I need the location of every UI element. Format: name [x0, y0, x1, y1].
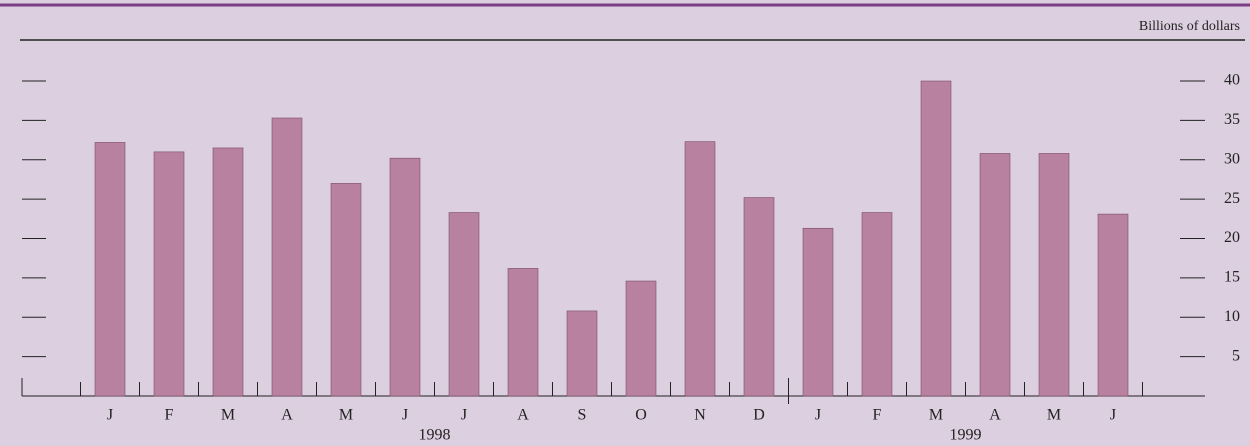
x-tick-label: M [1047, 407, 1061, 424]
x-tick-label: M [339, 407, 353, 424]
y-tick-label: 5 [1232, 347, 1240, 364]
x-tick-label: F [873, 407, 882, 424]
x-tick-label: O [635, 407, 647, 424]
bar [743, 197, 775, 397]
x-tick-label: J [402, 407, 408, 424]
bar [271, 117, 303, 397]
x-tick-label: J [815, 407, 821, 424]
x-tick-label: D [753, 407, 765, 424]
bar [684, 141, 716, 397]
bar [212, 147, 244, 397]
bar [330, 183, 362, 397]
bar [1097, 213, 1129, 397]
unit-label: Billions of dollars [1139, 19, 1240, 34]
x-tick-label: M [929, 407, 943, 424]
bar [507, 268, 539, 397]
bar [979, 153, 1011, 397]
x-tick-label: S [578, 407, 587, 424]
y-tick-label: 30 [1224, 150, 1240, 167]
bar [1038, 153, 1070, 397]
x-tick-label: N [694, 407, 706, 424]
bar [920, 80, 952, 397]
bar [861, 212, 893, 397]
x-tick-label: F [165, 407, 174, 424]
y-tick-label: 20 [1224, 229, 1240, 246]
year-label: 1999 [950, 427, 982, 444]
y-tick-label: 25 [1224, 190, 1240, 207]
bar [94, 142, 126, 397]
x-tick-label: M [221, 407, 235, 424]
bar [153, 151, 185, 397]
x-tick-label: J [107, 407, 113, 424]
y-tick-label: 10 [1224, 308, 1240, 325]
y-tick-label: 15 [1224, 269, 1240, 286]
year-label: 1998 [419, 427, 451, 444]
y-tick-label: 35 [1224, 111, 1240, 128]
bar [625, 280, 657, 397]
x-tick-label: A [517, 407, 529, 424]
bar [448, 212, 480, 397]
x-tick-label: A [281, 407, 293, 424]
x-tick-label: J [1110, 407, 1116, 424]
x-tick-label: A [989, 407, 1001, 424]
x-tick-label: J [461, 407, 467, 424]
bar [389, 157, 421, 397]
bar [566, 310, 598, 397]
bar [802, 227, 834, 397]
y-tick-label: 40 [1224, 72, 1240, 89]
